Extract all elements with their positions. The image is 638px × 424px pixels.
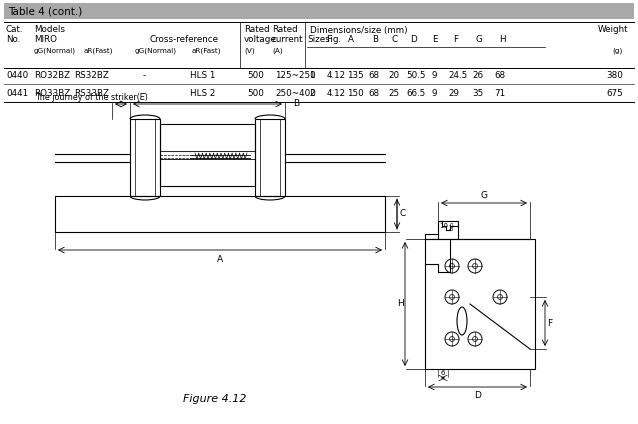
- Text: 68: 68: [368, 72, 379, 81]
- Text: -3: -3: [449, 227, 454, 232]
- Text: No.: No.: [6, 34, 20, 44]
- Text: 2: 2: [309, 89, 315, 98]
- Text: 6: 6: [441, 370, 445, 376]
- Text: 25: 25: [388, 89, 399, 98]
- Text: D: D: [410, 34, 417, 44]
- Text: (g): (g): [612, 48, 623, 54]
- Text: 1: 1: [309, 72, 315, 81]
- Text: RS33BZ: RS33BZ: [74, 89, 109, 98]
- Text: Cross-reference: Cross-reference: [150, 34, 219, 44]
- Text: current: current: [272, 34, 304, 44]
- Text: 35: 35: [472, 89, 483, 98]
- Text: B: B: [372, 34, 378, 44]
- Text: MIRO: MIRO: [34, 34, 57, 44]
- Text: 20: 20: [388, 72, 399, 81]
- Text: 50.5: 50.5: [406, 72, 426, 81]
- Text: RS32BZ: RS32BZ: [74, 72, 109, 81]
- Bar: [130, 119, 160, 196]
- Text: gG(Normal): gG(Normal): [135, 48, 177, 54]
- Text: D: D: [474, 391, 481, 400]
- Text: G: G: [476, 34, 483, 44]
- Text: HLS 1: HLS 1: [190, 72, 216, 81]
- Text: Table 4 (cont.): Table 4 (cont.): [8, 6, 82, 16]
- Text: A: A: [348, 34, 354, 44]
- Text: F: F: [547, 318, 552, 327]
- Text: 135: 135: [347, 72, 364, 81]
- Text: 150: 150: [347, 89, 364, 98]
- Text: 68: 68: [494, 72, 505, 81]
- Text: (V): (V): [244, 48, 255, 54]
- Text: 380: 380: [606, 72, 623, 81]
- Text: E: E: [432, 34, 438, 44]
- Text: Fig.: Fig.: [326, 34, 341, 44]
- Text: 68: 68: [368, 89, 379, 98]
- Text: 9: 9: [431, 72, 436, 81]
- Text: 24.5: 24.5: [448, 72, 467, 81]
- Text: 125~250: 125~250: [275, 72, 316, 81]
- Text: A: A: [217, 255, 223, 264]
- Text: RO33BZ: RO33BZ: [34, 89, 70, 98]
- Text: C: C: [400, 209, 406, 218]
- Text: Dimensions/size (mm): Dimensions/size (mm): [310, 25, 408, 34]
- Text: aR(Fast): aR(Fast): [192, 48, 221, 54]
- Text: H: H: [499, 34, 506, 44]
- Text: 29: 29: [448, 89, 459, 98]
- Text: 500: 500: [247, 72, 264, 81]
- Text: G: G: [480, 191, 487, 200]
- Text: -: -: [143, 89, 146, 98]
- Text: 0441: 0441: [6, 89, 28, 98]
- Text: -: -: [143, 72, 146, 81]
- Text: B: B: [293, 100, 299, 109]
- Text: 675: 675: [606, 89, 623, 98]
- Text: Figure 4.12: Figure 4.12: [183, 394, 247, 404]
- Text: aR(Fast): aR(Fast): [84, 48, 114, 54]
- Text: 10: 10: [439, 223, 448, 229]
- Text: 71: 71: [494, 89, 505, 98]
- Text: RO32BZ: RO32BZ: [34, 72, 70, 81]
- Text: 0440: 0440: [6, 72, 28, 81]
- Text: Cat.: Cat.: [6, 25, 24, 34]
- Text: C: C: [392, 34, 398, 44]
- Text: Rated: Rated: [244, 25, 270, 34]
- Text: 66.5: 66.5: [406, 89, 426, 98]
- Bar: [425, 239, 535, 369]
- Text: H: H: [397, 299, 404, 309]
- Text: 4.12: 4.12: [327, 72, 346, 81]
- Text: 9: 9: [431, 89, 436, 98]
- Text: 250~400: 250~400: [275, 89, 316, 98]
- Bar: [255, 119, 285, 196]
- Text: 26: 26: [472, 72, 483, 81]
- Text: voltage: voltage: [244, 34, 277, 44]
- Text: Models: Models: [34, 25, 65, 34]
- Bar: [55, 196, 385, 232]
- Bar: [160, 124, 255, 186]
- Text: 500: 500: [247, 89, 264, 98]
- Text: Weight: Weight: [598, 25, 628, 34]
- Text: F: F: [453, 34, 458, 44]
- Text: -0: -0: [449, 223, 454, 228]
- Text: Rated: Rated: [272, 25, 297, 34]
- Text: HLS 2: HLS 2: [190, 89, 216, 98]
- Bar: [438, 221, 458, 239]
- Bar: [4, 3, 634, 19]
- Text: 4.12: 4.12: [327, 89, 346, 98]
- Text: Sizes: Sizes: [307, 34, 330, 44]
- Text: The journey of the striker(E): The journey of the striker(E): [35, 93, 148, 102]
- Text: (A): (A): [272, 48, 283, 54]
- Text: gG(Normal): gG(Normal): [34, 48, 76, 54]
